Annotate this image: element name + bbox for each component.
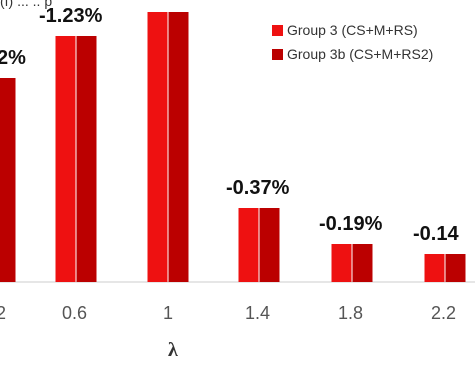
ticks-layer: 0.2 0.6 1 1.4 1.8 2.2 bbox=[0, 303, 456, 323]
legend-swatch-group3b bbox=[272, 49, 283, 60]
x-tick-0_6: 0.6 bbox=[62, 303, 87, 323]
x-tick-2_2: 2.2 bbox=[431, 303, 456, 323]
bar-s2-1_4 bbox=[259, 208, 280, 282]
legend-label-group3: Group 3 (CS+M+RS) bbox=[287, 22, 418, 38]
bar-s1-2_2 bbox=[424, 254, 445, 282]
bar-s2-2_2 bbox=[445, 254, 466, 282]
bar-s2-0_2 bbox=[0, 78, 16, 282]
legend: Group 3 (CS+M+RS) Group 3b (CS+M+RS2) bbox=[272, 22, 433, 62]
x-tick-1_8: 1.8 bbox=[338, 303, 363, 323]
x-tick-1: 1 bbox=[163, 303, 173, 323]
labels-layer: …2% -1.23% - 1.35% -0.37% -0.19% -0.14 bbox=[0, 0, 459, 245]
legend-label-group3b: Group 3b (CS+M+RS2) bbox=[287, 46, 433, 62]
data-label-0_6: -1.23% bbox=[39, 5, 103, 27]
bar-s1-1_8 bbox=[331, 244, 352, 282]
x-axis-label: λ bbox=[168, 339, 178, 361]
data-label-2_2: -0.14 bbox=[413, 223, 459, 245]
data-label-1_4: -0.37% bbox=[226, 177, 290, 199]
bars-layer bbox=[0, 12, 466, 282]
x-tick-0_2: 0.2 bbox=[0, 303, 6, 323]
bar-s2-0_6 bbox=[76, 36, 97, 282]
chart-title-fragment: (f) ... .. p bbox=[0, 0, 52, 9]
bar-s1-1 bbox=[147, 12, 168, 282]
bar-s1-0_6 bbox=[55, 36, 76, 282]
bar-s2-1 bbox=[168, 12, 189, 282]
bar-s2-1_8 bbox=[352, 244, 373, 282]
data-label-1: - 1.35% bbox=[132, 0, 201, 3]
data-label-0_2: …2% bbox=[0, 47, 26, 69]
bar-s1-1_4 bbox=[238, 208, 259, 282]
legend-swatch-group3 bbox=[272, 25, 283, 36]
data-label-1_8: -0.19% bbox=[319, 213, 383, 235]
x-tick-1_4: 1.4 bbox=[245, 303, 270, 323]
